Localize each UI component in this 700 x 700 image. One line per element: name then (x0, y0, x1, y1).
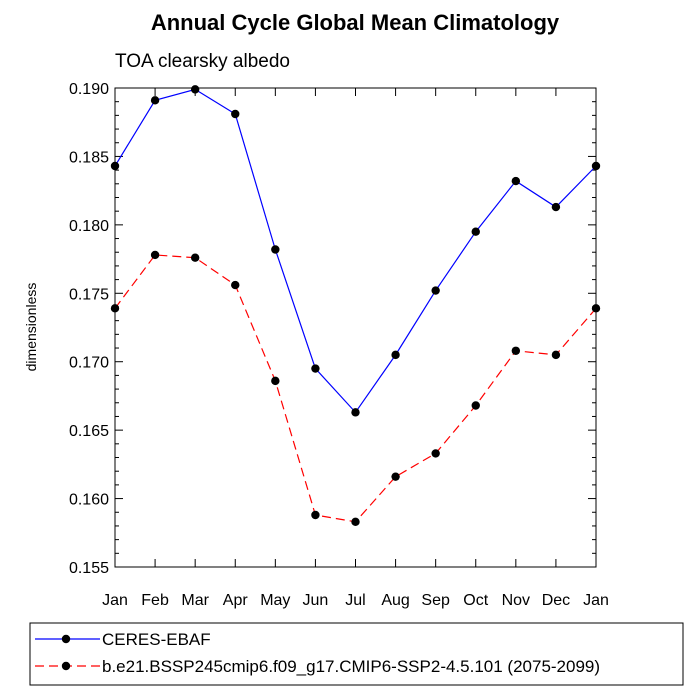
data-point (190, 85, 200, 94)
x-tick-label: Jan (102, 592, 128, 609)
data-point (231, 280, 240, 290)
legend-label: b.e21.BSSP245cmip6.f09_g17.CMIP6-SSP2-4.… (102, 657, 600, 676)
data-point (110, 304, 120, 313)
y-tick-label: 0.155 (69, 560, 109, 577)
x-tick-label: Jan (583, 592, 609, 609)
y-axis: 0.155 0.160 0.165 0.170 0.175 0.180 0.185 0.190 (69, 81, 596, 577)
x-tick-label: Oct (463, 592, 488, 609)
data-point (551, 350, 561, 360)
x-tick-label: Aug (381, 592, 409, 609)
x-tick-label: Nov (502, 592, 530, 609)
data-point (471, 401, 480, 410)
x-tick-label: May (260, 592, 290, 609)
data-point (591, 304, 601, 313)
data-point (431, 286, 440, 295)
data-point (511, 346, 521, 355)
x-tick-label: Apr (223, 592, 249, 609)
y-tick-label: 0.180 (69, 218, 109, 235)
y-tick-label: 0.165 (69, 423, 109, 440)
data-point (271, 376, 280, 386)
chart-title: Annual Cycle Global Mean Climatology (151, 10, 560, 35)
legend-marker (61, 634, 71, 644)
chart-subtitle: TOA clearsky albedo (115, 51, 290, 72)
legend-box (29, 622, 684, 686)
data-point (391, 472, 400, 481)
data-point (351, 408, 360, 417)
series-line-2 (114, 254, 597, 523)
x-tick-label: Dec (542, 592, 570, 609)
y-axis-label: dimensionless (23, 283, 39, 372)
y-tick-label: 0.185 (69, 149, 109, 166)
x-tick-label: Feb (141, 592, 169, 609)
legend-marker (61, 661, 71, 671)
data-point (150, 96, 160, 105)
data-point (351, 517, 360, 527)
data-point (311, 364, 320, 373)
data-point (591, 161, 601, 171)
x-tick-label: Sep (421, 592, 450, 609)
legend: CERES-EBAF b.e21.BSSP245cmip6.f09_g17.CMI… (29, 622, 684, 686)
data-point (391, 350, 400, 360)
y-tick-label: 0.160 (69, 492, 109, 509)
data-point (231, 109, 240, 119)
y-tick-label: 0.175 (69, 286, 109, 303)
data-point (511, 176, 521, 186)
x-tick-label: Jul (345, 592, 365, 609)
data-point (431, 449, 440, 458)
data-point (190, 253, 200, 262)
y-tick-label: 0.190 (69, 81, 109, 98)
data-point (110, 161, 120, 171)
x-tick-label: Jun (303, 592, 329, 609)
data-point (311, 510, 320, 520)
plot-frame (114, 87, 597, 568)
x-axis: Jan Feb Mar Apr May Jun Jul Aug Sep Oct Nov Dec Jan (102, 88, 609, 609)
y-tick-label: 0.170 (69, 355, 109, 372)
data-point (150, 250, 160, 260)
legend-label: CERES-EBAF (102, 630, 211, 649)
data-point (271, 245, 280, 254)
data-point (471, 227, 480, 236)
data-point (551, 202, 561, 212)
series-layer (110, 85, 601, 527)
x-tick-label: Mar (181, 592, 209, 609)
series-line-1 (114, 88, 597, 414)
